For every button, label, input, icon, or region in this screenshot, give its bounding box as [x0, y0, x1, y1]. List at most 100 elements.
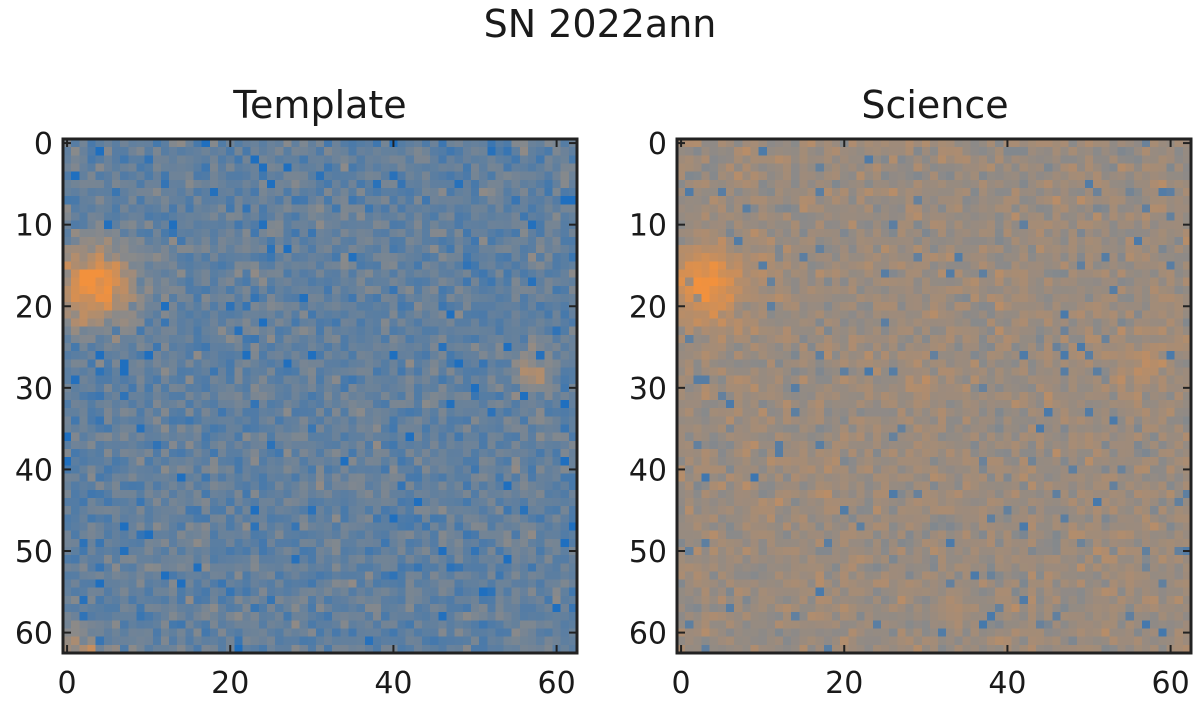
heatmap-cell: [242, 383, 251, 393]
heatmap-cell: [774, 212, 784, 221]
heatmap-cell: [405, 155, 415, 164]
heatmap-cell: [446, 342, 455, 352]
heatmap-cell: [487, 555, 496, 564]
heatmap-cell: [774, 171, 784, 181]
heatmap-cell: [1052, 245, 1061, 254]
heatmap-cell: [783, 261, 792, 270]
heatmap-cell: [495, 236, 504, 246]
heatmap-cell: [397, 514, 406, 523]
heatmap-cell: [921, 187, 931, 197]
heatmap-cell: [111, 285, 121, 295]
heatmap-cell: [454, 277, 464, 287]
heatmap-cell: [962, 196, 972, 205]
heatmap-cell: [1044, 253, 1053, 262]
heatmap-cell: [413, 139, 423, 148]
heatmap-cell: [405, 334, 415, 344]
heatmap-cell: [462, 351, 472, 360]
heatmap-cell: [438, 555, 447, 564]
heatmap-cell: [1011, 163, 1020, 172]
heatmap-cell: [970, 196, 980, 205]
heatmap-cell: [71, 440, 80, 450]
heatmap-cell: [266, 383, 276, 393]
heatmap-cell: [905, 171, 914, 181]
heatmap-cell: [413, 163, 423, 172]
heatmap-cell: [209, 294, 219, 303]
heatmap-cell: [462, 139, 472, 148]
heatmap-cell: [234, 294, 243, 303]
heatmap-cell: [332, 220, 341, 230]
heatmap-cell: [742, 179, 751, 189]
heatmap-cell: [954, 139, 963, 148]
heatmap-cell: [528, 342, 537, 352]
heatmap-cell: [111, 147, 121, 156]
heatmap-cell: [348, 236, 358, 246]
heatmap-cell: [938, 196, 947, 205]
heatmap-cell: [905, 212, 914, 221]
heatmap-cell: [470, 351, 480, 360]
heatmap-cell: [250, 253, 260, 262]
heatmap-cell: [1158, 171, 1167, 181]
heatmap-cell: [201, 228, 211, 238]
heatmap-cell: [750, 220, 759, 230]
heatmap-cell: [389, 367, 398, 376]
heatmap-cell: [438, 196, 447, 205]
heatmap-cell: [283, 196, 292, 205]
heatmap-cell: [356, 245, 366, 254]
heatmap-cell: [250, 318, 260, 327]
heatmap-cell: [332, 497, 341, 507]
heatmap-cell: [774, 236, 784, 246]
heatmap-cell: [144, 318, 154, 327]
heatmap-cell: [128, 457, 137, 466]
heatmap-cell: [242, 367, 251, 376]
heatmap-cell: [734, 204, 743, 213]
heatmap-cell: [495, 465, 504, 474]
heatmap-cell: [324, 179, 333, 189]
heatmap-cell: [324, 171, 333, 181]
heatmap-cell: [446, 440, 455, 450]
heatmap-cell: [250, 571, 260, 580]
heatmap-cell: [136, 163, 145, 172]
heatmap-cell: [389, 530, 398, 540]
heatmap-cell: [307, 424, 317, 434]
heatmap-cell: [324, 155, 333, 164]
heatmap-cell: [511, 269, 521, 278]
heatmap-cell: [95, 514, 105, 523]
heatmap-cell: [283, 506, 292, 515]
heatmap-cell: [103, 497, 113, 507]
heatmap-cell: [177, 400, 186, 409]
heatmap-cell: [823, 163, 833, 172]
heatmap-cell: [234, 375, 243, 385]
heatmap-cell: [495, 139, 504, 148]
heatmap-cell: [1125, 236, 1135, 246]
heatmap-cell: [544, 457, 553, 466]
heatmap-cell: [1158, 212, 1167, 221]
heatmap-cell: [462, 587, 472, 597]
heatmap-cell: [438, 359, 447, 368]
heatmap-cell: [1117, 147, 1127, 156]
heatmap-cell: [111, 342, 121, 352]
heatmap-cell: [405, 604, 415, 613]
heatmap-cell: [242, 457, 251, 466]
heatmap-cell: [177, 449, 186, 458]
heatmap-cell: [111, 212, 121, 221]
heatmap-cell: [218, 253, 227, 262]
heatmap-cell: [63, 367, 72, 376]
heatmap-cell: [315, 236, 325, 246]
heatmap-cell: [511, 342, 521, 352]
heatmap-cell: [120, 220, 129, 230]
heatmap-cell: [373, 285, 382, 295]
heatmap-cell: [234, 506, 243, 515]
heatmap-cell: [291, 269, 300, 278]
heatmap-cell: [946, 228, 955, 238]
heatmap-cell: [479, 245, 488, 254]
heatmap-cell: [307, 139, 317, 148]
heatmap-cell: [536, 636, 545, 646]
heatmap-cell: [946, 204, 955, 213]
heatmap-cell: [701, 139, 710, 148]
heatmap-cell: [307, 522, 317, 531]
heatmap-cell: [201, 375, 211, 385]
heatmap-cell: [413, 342, 423, 352]
heatmap-cell: [128, 514, 137, 523]
heatmap-cell: [201, 571, 211, 580]
heatmap-cell: [479, 481, 488, 491]
